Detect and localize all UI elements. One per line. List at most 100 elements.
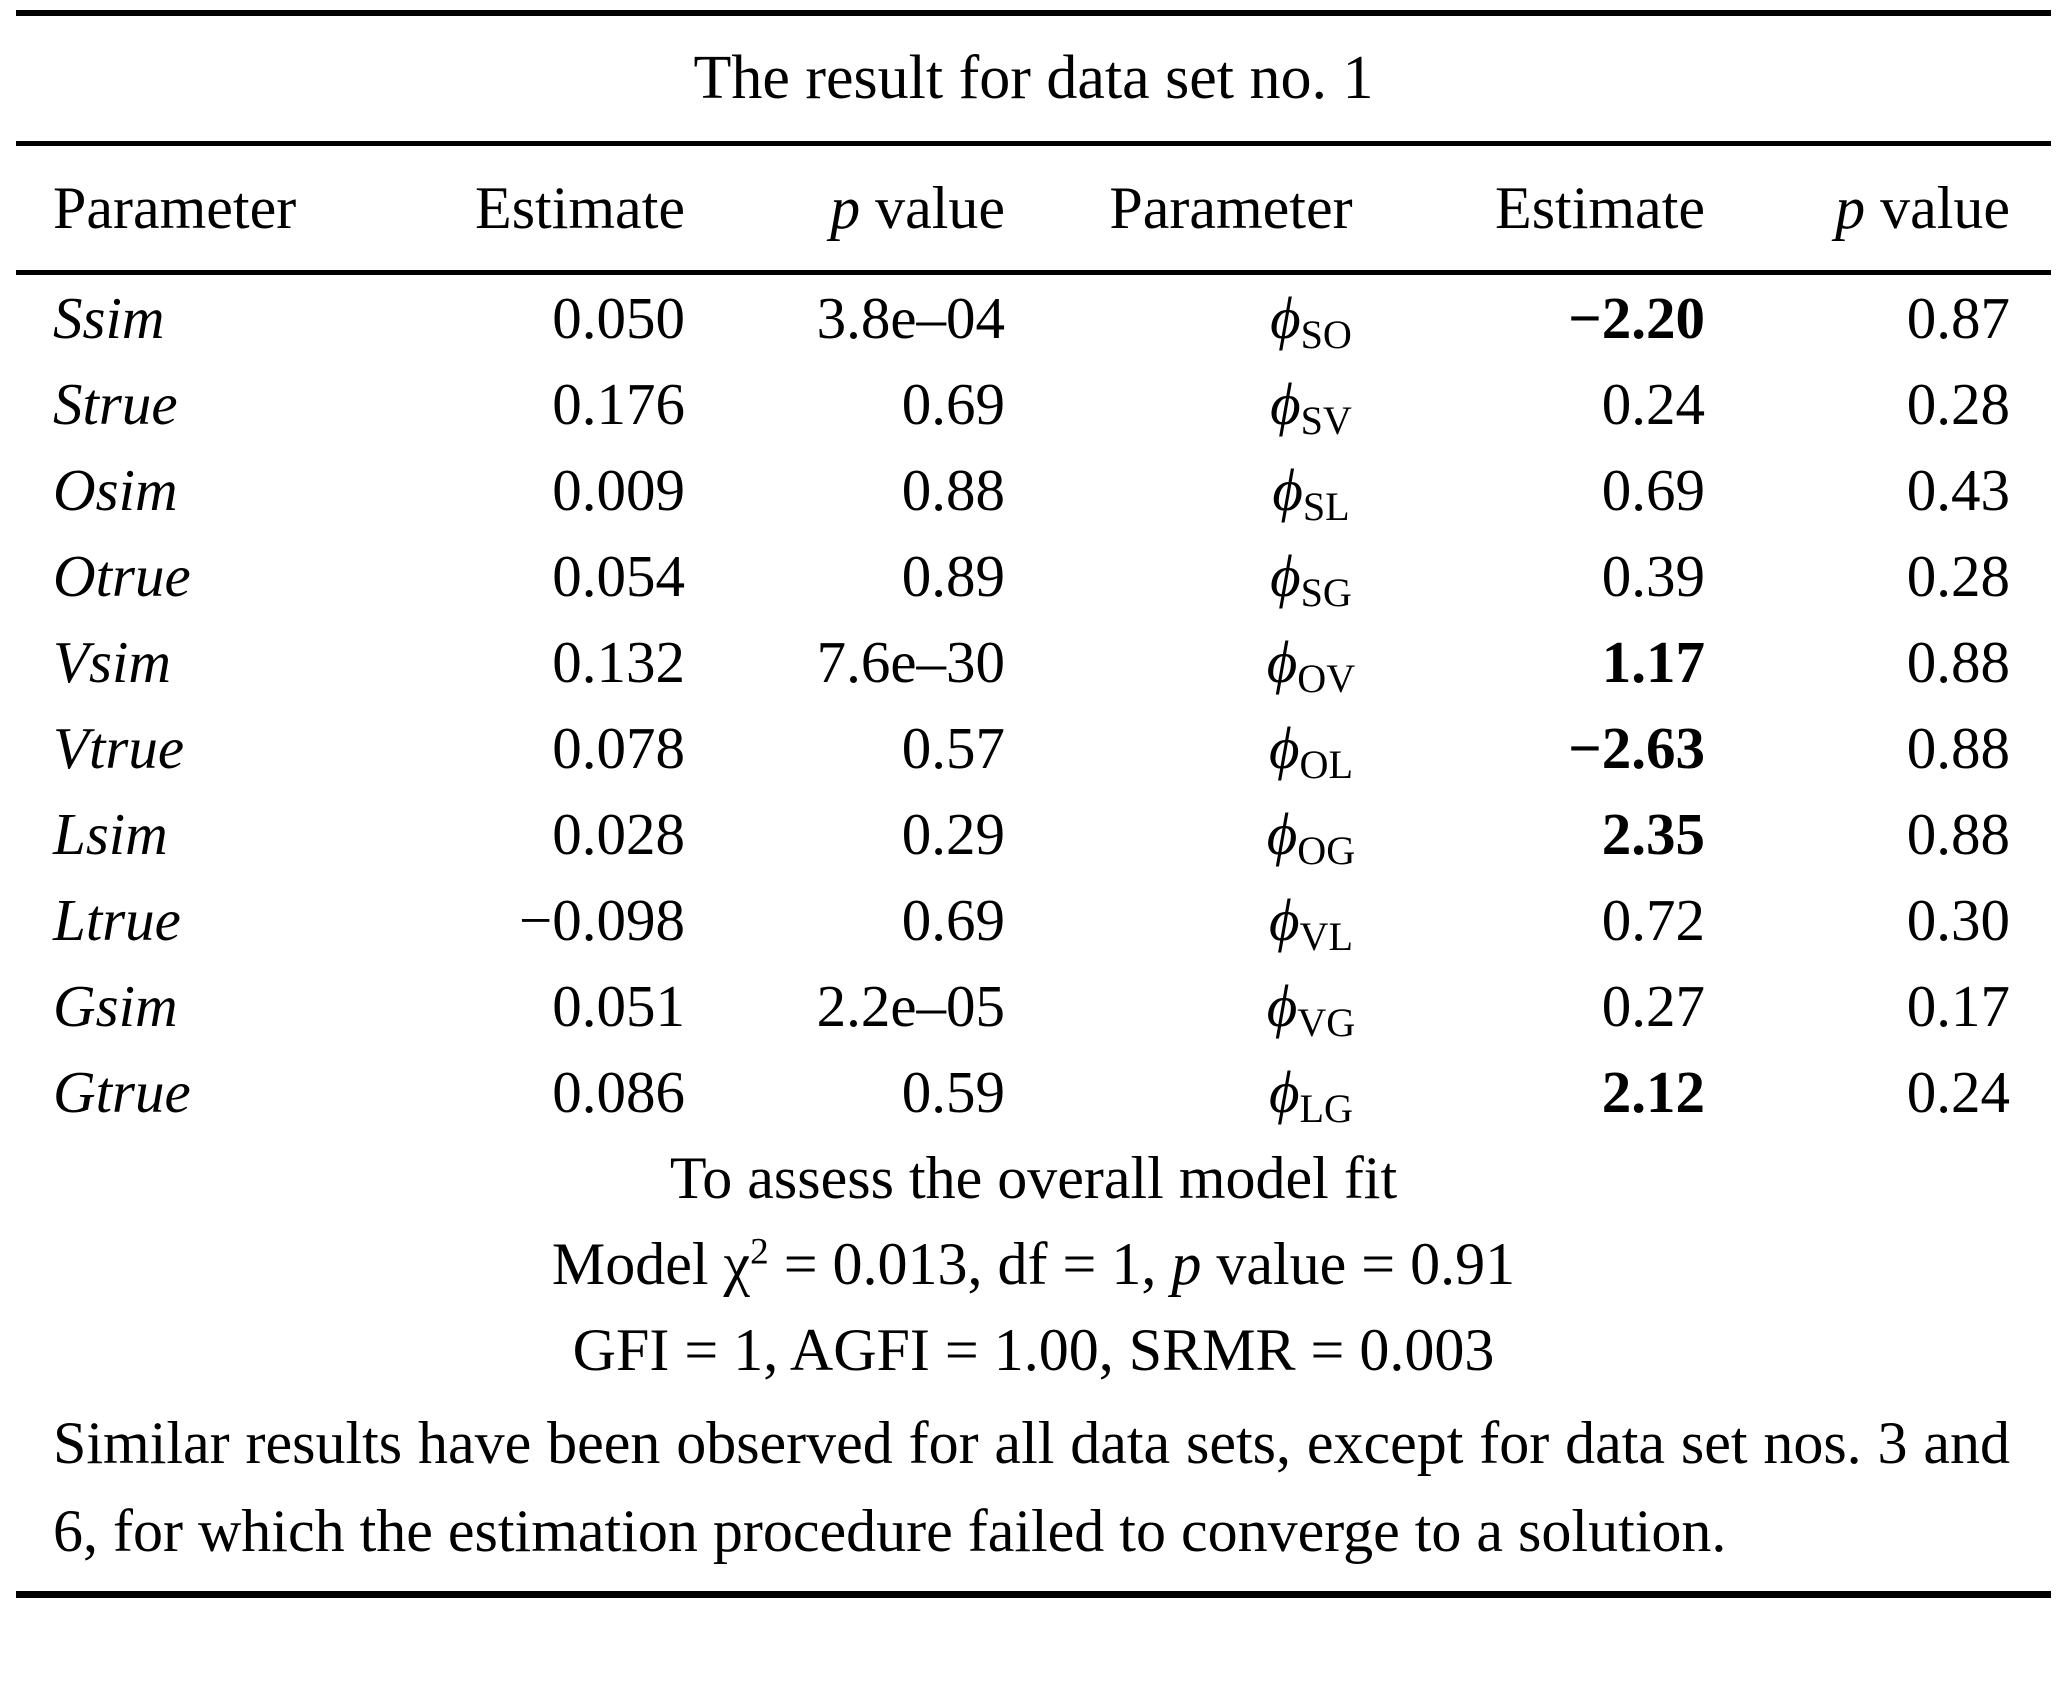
phi-symbol: ϕ [1270,371,1301,437]
bottom-rule [16,1591,2051,1598]
phi-subscript: SL [1302,484,1350,530]
parameter-cell: Osim [53,457,178,523]
phi-symbol: ϕ [1272,457,1303,523]
table-body: Ssim 0.050 3.8e–04 ϕSO −2.20 0.87 Strue … [0,275,2067,1135]
phi-estimate-cell: 1.17 [1601,629,1705,695]
pvalue-cell: 0.88 [901,457,1005,523]
table-row: Strue 0.176 0.69 ϕSV 0.24 0.28 [0,361,2067,447]
phi-estimate-cell: 0.24 [1601,371,1705,437]
table-row: Ssim 0.050 3.8e–04 ϕSO −2.20 0.87 [0,275,2067,361]
phi-parameter-cell: ϕOG [1005,791,1457,877]
phi-parameter-cell: ϕSO [1005,275,1457,361]
col-header-pvalue-right: p value [1705,146,2010,270]
p-value-word: value [1865,175,2010,241]
table-row: Ltrue −0.098 0.69 ϕVL 0.72 0.30 [0,877,2067,963]
parameter-cell: Ssim [53,285,165,351]
col-header-pvalue-left: p value [685,146,1005,270]
phi-estimate-cell: 0.69 [1601,457,1705,523]
pvalue-cell: 2.2e–05 [816,973,1005,1039]
phi-estimate-cell: −2.63 [1568,715,1705,781]
pvalue-cell: 3.8e–04 [816,285,1005,351]
table-row: Vsim 0.132 7.6e–30 ϕOV 1.17 0.88 [0,619,2067,705]
phi-parameter-cell: ϕOL [1005,705,1457,791]
p-symbol: p [830,175,861,241]
phi-parameter-cell: ϕVL [1005,877,1457,963]
phi-estimate-cell: 2.12 [1601,1059,1705,1125]
table-row: Vtrue 0.078 0.57 ϕOL −2.63 0.88 [0,705,2067,791]
phi-pvalue-cell: 0.87 [1906,285,2010,351]
phi-symbol: ϕ [1266,801,1298,867]
phi-pvalue-cell: 0.17 [1906,973,2010,1039]
phi-symbol: ϕ [1268,1059,1300,1125]
estimate-cell: 0.132 [552,629,685,695]
phi-subscript: VG [1297,1000,1356,1046]
pvalue-cell: 0.69 [901,371,1005,437]
top-rule [16,10,2051,16]
phi-pvalue-cell: 0.88 [1906,801,2010,867]
parameter-cell: Strue [53,371,178,437]
header-divider-rule [16,270,2051,275]
table-row: Otrue 0.054 0.89 ϕSG 0.39 0.28 [0,533,2067,619]
phi-subscript: OL [1299,742,1353,788]
pvalue-cell: 0.69 [901,887,1005,953]
table-row: Osim 0.009 0.88 ϕSL 0.69 0.43 [0,447,2067,533]
col-header-parameter-left: Parameter [53,175,297,241]
table-header: Parameter Estimate p value Parameter Est… [0,146,2067,270]
estimate-cell: 0.086 [552,1059,685,1125]
phi-symbol: ϕ [1266,973,1298,1039]
pvalue-cell: 0.29 [901,801,1005,867]
phi-symbol: ϕ [1268,715,1300,781]
table-footnote: Similar results have been observed for a… [53,1410,2010,1564]
table-title: The result for data set no. 1 [693,44,1374,112]
estimate-cell: 0.051 [552,973,685,1039]
col-header-parameter-right: Parameter [1109,175,1353,241]
phi-symbol: ϕ [1266,629,1298,695]
phi-parameter-cell: ϕOV [1005,619,1457,705]
phi-parameter-cell: ϕLG [1005,1049,1457,1135]
parameter-cell: Otrue [53,543,191,609]
parameter-cell: Gsim [53,973,178,1039]
phi-symbol: ϕ [1270,285,1301,351]
phi-estimate-cell: 2.35 [1601,801,1705,867]
estimate-cell: 0.078 [552,715,685,781]
p-value-result: value = 0.91 [1201,1231,1516,1297]
p-value-word: value [860,175,1005,241]
phi-subscript: OV [1297,656,1356,702]
parameter-cell: Ltrue [53,887,181,953]
phi-pvalue-cell: 0.28 [1906,543,2010,609]
phi-pvalue-cell: 0.30 [1906,887,2010,953]
phi-estimate-cell: 0.27 [1601,973,1705,1039]
phi-subscript: SV [1300,398,1352,444]
table-row: Gsim 0.051 2.2e–05 ϕVG 0.27 0.17 [0,963,2067,1049]
phi-symbol: ϕ [1268,887,1300,953]
chi-square-line: Model χ2 = 0.013, df = 1, p value = 0.91 [0,1221,2067,1307]
parameter-cell: Gtrue [53,1059,191,1125]
model-fit-heading: To assess the overall model fit [669,1145,1398,1211]
chi-square-prefix: Model χ [551,1231,751,1297]
phi-pvalue-cell: 0.28 [1906,371,2010,437]
parameter-cell: Vsim [53,629,171,695]
phi-parameter-cell: ϕSG [1005,533,1457,619]
fit-indices-line: GFI = 1, AGFI = 1.00, SRMR = 0.003 [572,1317,1495,1383]
table-row: Lsim 0.028 0.29 ϕOG 2.35 0.88 [0,791,2067,877]
phi-subscript: VL [1299,914,1353,960]
p-symbol: p [1171,1231,1202,1297]
phi-pvalue-cell: 0.43 [1906,457,2010,523]
estimate-cell: 0.009 [552,457,685,523]
parameter-cell: Lsim [53,801,168,867]
phi-subscript: SG [1300,570,1352,616]
estimate-cell: 0.176 [552,371,685,437]
phi-symbol: ϕ [1270,543,1301,609]
pvalue-cell: 7.6e–30 [816,629,1005,695]
chi-square-exponent: 2 [750,1231,769,1273]
pvalue-cell: 0.89 [901,543,1005,609]
phi-estimate-cell: 0.39 [1601,543,1705,609]
title-divider-rule [16,141,2051,146]
phi-estimate-cell: 0.72 [1601,887,1705,953]
pvalue-cell: 0.57 [901,715,1005,781]
phi-parameter-cell: ϕSV [1005,361,1457,447]
phi-subscript: SO [1300,312,1352,358]
col-header-estimate-right: Estimate [1495,175,1705,241]
phi-subscript: OG [1297,828,1356,874]
